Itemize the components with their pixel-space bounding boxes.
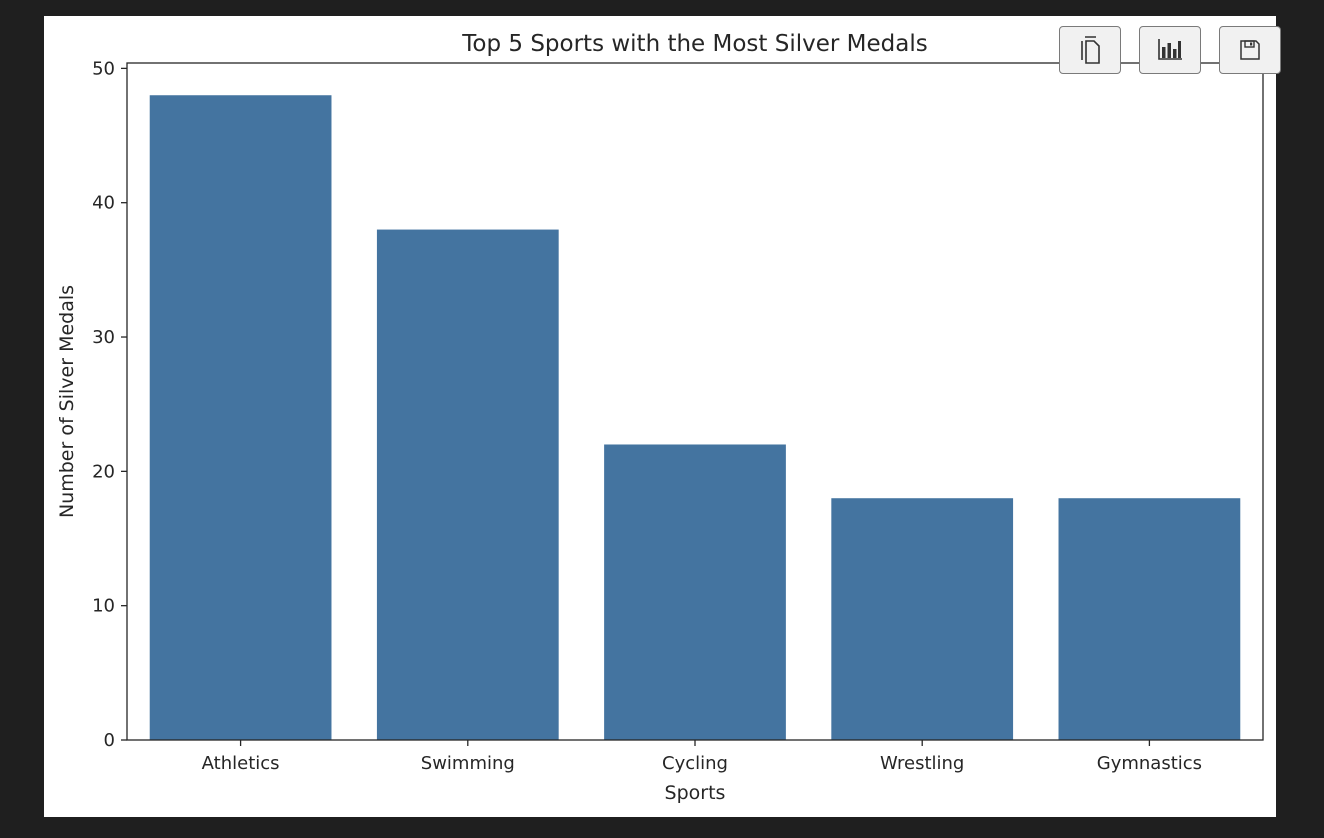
- y-axis: 0 10 20 30 40 50: [92, 58, 127, 751]
- x-tick-label: Cycling: [662, 753, 728, 774]
- copy-button[interactable]: [1059, 26, 1121, 74]
- y-tick-label: 40: [92, 193, 115, 214]
- y-axis-title: Number of Silver Medals: [56, 285, 78, 518]
- x-axis: Athletics Swimming Cycling Wrestling Gymnast…: [202, 740, 1202, 774]
- bars-group: [149, 95, 1241, 741]
- y-tick-label: 50: [92, 58, 115, 79]
- chart-button[interactable]: [1139, 26, 1201, 74]
- save-button[interactable]: [1219, 26, 1281, 74]
- copy-icon: [1081, 36, 1100, 64]
- bar-athletics: [149, 95, 332, 740]
- bar-gymnastics: [1058, 498, 1241, 740]
- y-tick-label: 20: [92, 461, 115, 482]
- x-axis-title: Sports: [665, 782, 726, 804]
- x-tick-label: Wrestling: [880, 753, 964, 774]
- plot-frame: [126, 62, 1264, 741]
- y-tick-label: 30: [92, 327, 115, 348]
- bar-chart-icon: [1158, 39, 1182, 60]
- chart-figure: Top 5 Sports with the Most Silver Medals…: [44, 16, 1276, 817]
- bar-wrestling: [831, 498, 1014, 740]
- x-tick-label: Athletics: [202, 753, 280, 774]
- floppy-disk-icon: [1240, 40, 1260, 60]
- bar-cycling: [604, 444, 786, 740]
- x-tick-label: Swimming: [421, 753, 515, 774]
- y-tick-label: 0: [104, 730, 115, 751]
- chart-title: Top 5 Sports with the Most Silver Medals: [461, 31, 927, 57]
- y-tick-label: 10: [92, 596, 115, 617]
- x-tick-label: Gymnastics: [1097, 753, 1202, 774]
- bar-chart: Top 5 Sports with the Most Silver Medals…: [56, 31, 1264, 804]
- bar-swimming: [376, 229, 559, 741]
